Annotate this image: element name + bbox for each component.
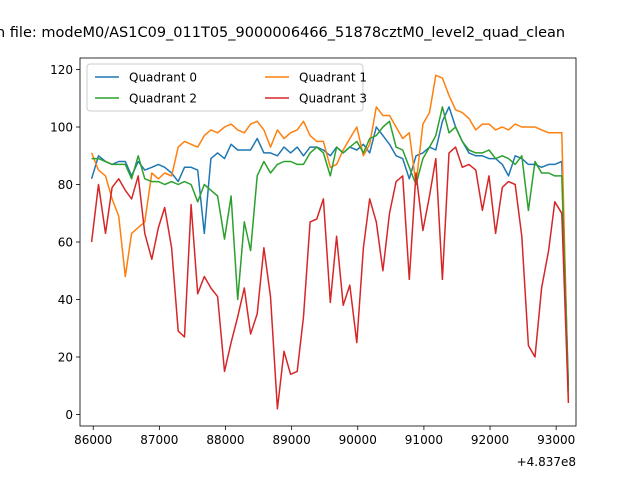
y-tick-label: 20: [58, 351, 73, 365]
y-tick-label: 60: [58, 236, 73, 250]
x-axis: 86000 87000 88000 89000 90000 91000 92000 93000: [74, 426, 575, 447]
x-tick-label: 87000: [140, 433, 178, 447]
legend-label-2: Quadrant 2: [129, 92, 197, 106]
legend-box: [86, 63, 364, 112]
x-offset-label: +4.837e8: [517, 455, 576, 469]
plot-area: [80, 58, 576, 426]
x-tick-label: 88000: [206, 433, 244, 447]
y-tick-label: 100: [50, 121, 73, 135]
series-line-2: [91, 106, 570, 392]
y-axis: 0 20 40 60 80 100 120: [50, 63, 80, 422]
legend-label-1: Quadrant 1: [299, 71, 367, 85]
x-tick-label: 90000: [339, 433, 377, 447]
legend-label-3: Quadrant 3: [299, 92, 367, 106]
chart-title: n file: modeM0/AS1C09_011T05_9000006466_…: [0, 25, 565, 41]
series-lines: [90, 74, 570, 410]
x-tick-label: 86000: [74, 433, 112, 447]
y-tick-label: 80: [58, 178, 73, 192]
x-tick-label: 93000: [537, 433, 575, 447]
x-tick-label: 92000: [471, 433, 509, 447]
y-tick-label: 120: [50, 63, 73, 77]
x-tick-label: 91000: [405, 433, 443, 447]
y-tick-label: 0: [65, 408, 73, 422]
y-tick-label: 40: [58, 293, 73, 307]
legend: Quadrant 0 Quadrant 1 Quadrant 2 Quadrant 3: [86, 63, 367, 112]
series-line-3: [90, 146, 570, 410]
series-line-1: [90, 74, 570, 401]
x-tick-label: 89000: [273, 433, 311, 447]
legend-label-0: Quadrant 0: [129, 71, 197, 85]
